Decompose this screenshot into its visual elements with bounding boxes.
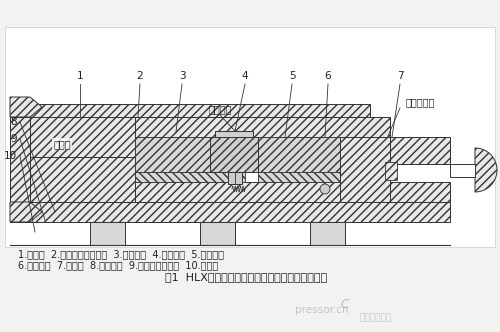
Bar [228,172,242,184]
Polygon shape [10,157,135,202]
Bar [340,137,390,202]
Bar [90,222,125,245]
Bar [10,97,30,222]
Text: 3: 3 [178,71,186,81]
Bar [5,27,495,247]
Polygon shape [258,137,390,172]
Bar [390,137,450,164]
Bar [310,222,345,245]
Polygon shape [475,148,497,192]
Text: 高压油注口: 高压油注口 [406,97,434,107]
Bar [390,182,450,202]
Polygon shape [135,137,245,172]
Circle shape [320,184,330,194]
Polygon shape [135,172,245,182]
Text: 中国压缩机网: 中国压缩机网 [360,313,392,322]
Text: 9: 9 [10,134,17,144]
Bar [135,182,390,202]
Text: C: C [340,297,349,310]
Polygon shape [10,117,135,157]
Text: 6: 6 [324,71,332,81]
Text: 8: 8 [10,117,17,127]
Text: 2: 2 [136,71,143,81]
Polygon shape [210,137,258,172]
Polygon shape [258,172,390,182]
Text: 6.承压胶圈  7.扩张体  8.连接弹簧  9.止推环（两瓣）  10.活塞杆: 6.承压胶圈 7.扩张体 8.连接弹簧 9.止推环（两瓣） 10.活塞杆 [18,260,218,270]
Bar [10,202,450,222]
Text: 5: 5 [288,71,296,81]
Polygon shape [10,202,42,222]
Text: 图1  HLX型液压紧固拉伸部件（紧固未泄压状态）: 图1 HLX型液压紧固拉伸部件（紧固未泄压状态） [165,272,327,282]
Text: 1: 1 [76,71,84,81]
Text: 7: 7 [396,71,404,81]
Bar [200,222,235,245]
Bar [135,117,390,137]
Bar [10,104,370,117]
Text: 止口凸台: 止口凸台 [208,104,232,114]
Text: 4: 4 [242,71,248,81]
Text: 10: 10 [4,151,17,161]
Polygon shape [10,97,42,117]
Bar [450,164,475,177]
Bar [385,162,397,180]
Bar [215,131,253,137]
Text: 十字头: 十字头 [53,139,71,149]
Text: 1.螺纹套  2.定位环（调整环）  3.紧定螺钉  4.锁紧螺母  5.压力活塞: 1.螺纹套 2.定位环（调整环） 3.紧定螺钉 4.锁紧螺母 5.压力活塞 [18,249,224,259]
Text: pressor.cn: pressor.cn [295,305,348,315]
